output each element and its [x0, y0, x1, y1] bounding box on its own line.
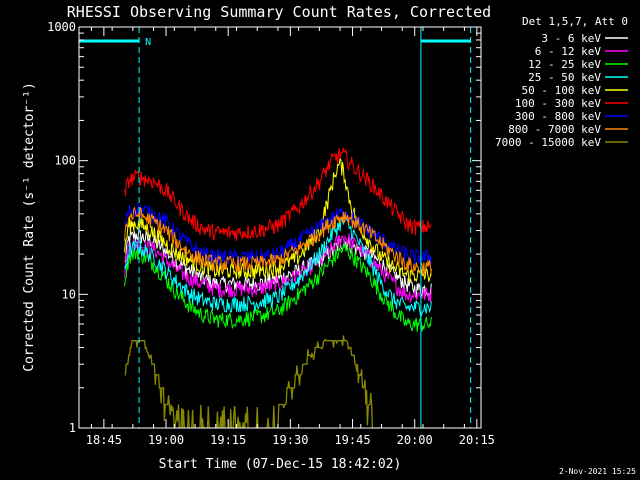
legend-label: 800 - 7000 keV [508, 123, 601, 136]
legend-label: 100 - 300 keV [515, 97, 601, 110]
x-axis-label: Start Time (07-Dec-15 18:42:02) [159, 457, 402, 472]
x-tick-label: 19:15 [210, 433, 246, 447]
x-tick-label: 19:00 [148, 433, 184, 447]
legend-label: 7000 - 15000 keV [495, 136, 601, 149]
tick-layer: 1 10 100 1000 18:45 19:00 19:15 19:30 19:45 20:00… [47, 20, 495, 447]
y-tick-label: 1 [69, 421, 76, 435]
legend-label: 6 - 12 keV [535, 45, 602, 58]
plot-frame [78, 26, 482, 429]
series-line [124, 233, 432, 303]
legend-label: 25 - 50 keV [528, 71, 601, 84]
y-tick-label: 100 [54, 154, 76, 168]
footer-timestamp: 2-Nov-2021 15:25 [559, 467, 636, 476]
legend-label: 300 - 800 keV [515, 110, 601, 123]
series-line [124, 216, 432, 317]
legend-label: 50 - 100 keV [522, 84, 602, 97]
legend-label: 3 - 6 keV [541, 32, 601, 45]
y-axis-label: Corrected Count Rate (s⁻¹ detector⁻¹) [22, 82, 37, 372]
y-tick-label: 10 [62, 287, 76, 301]
chart-title: RHESSI Observing Summary Count Rates, Co… [67, 3, 491, 21]
y-tick-label: 1000 [47, 20, 76, 34]
x-tick-label: 19:30 [272, 433, 308, 447]
x-tick-label: 20:15 [459, 433, 495, 447]
series-layer [124, 147, 432, 428]
series-line [124, 335, 382, 428]
series-line [124, 147, 432, 242]
legend-label: 12 - 25 keV [528, 58, 601, 71]
x-tick-label: 19:45 [334, 433, 370, 447]
legend-header: Det 1,5,7, Att 0 [522, 15, 628, 28]
x-tick-label: 20:00 [397, 433, 433, 447]
series-line [124, 206, 432, 276]
plot-area: N 1 10 100 1000 18:45 19:00 19:15 19:30 19:45 20:… [47, 20, 495, 447]
x-tick-label: 18:45 [86, 433, 122, 447]
series-line [124, 157, 432, 285]
series-line [124, 242, 432, 332]
night-flag-label: N [145, 37, 151, 48]
